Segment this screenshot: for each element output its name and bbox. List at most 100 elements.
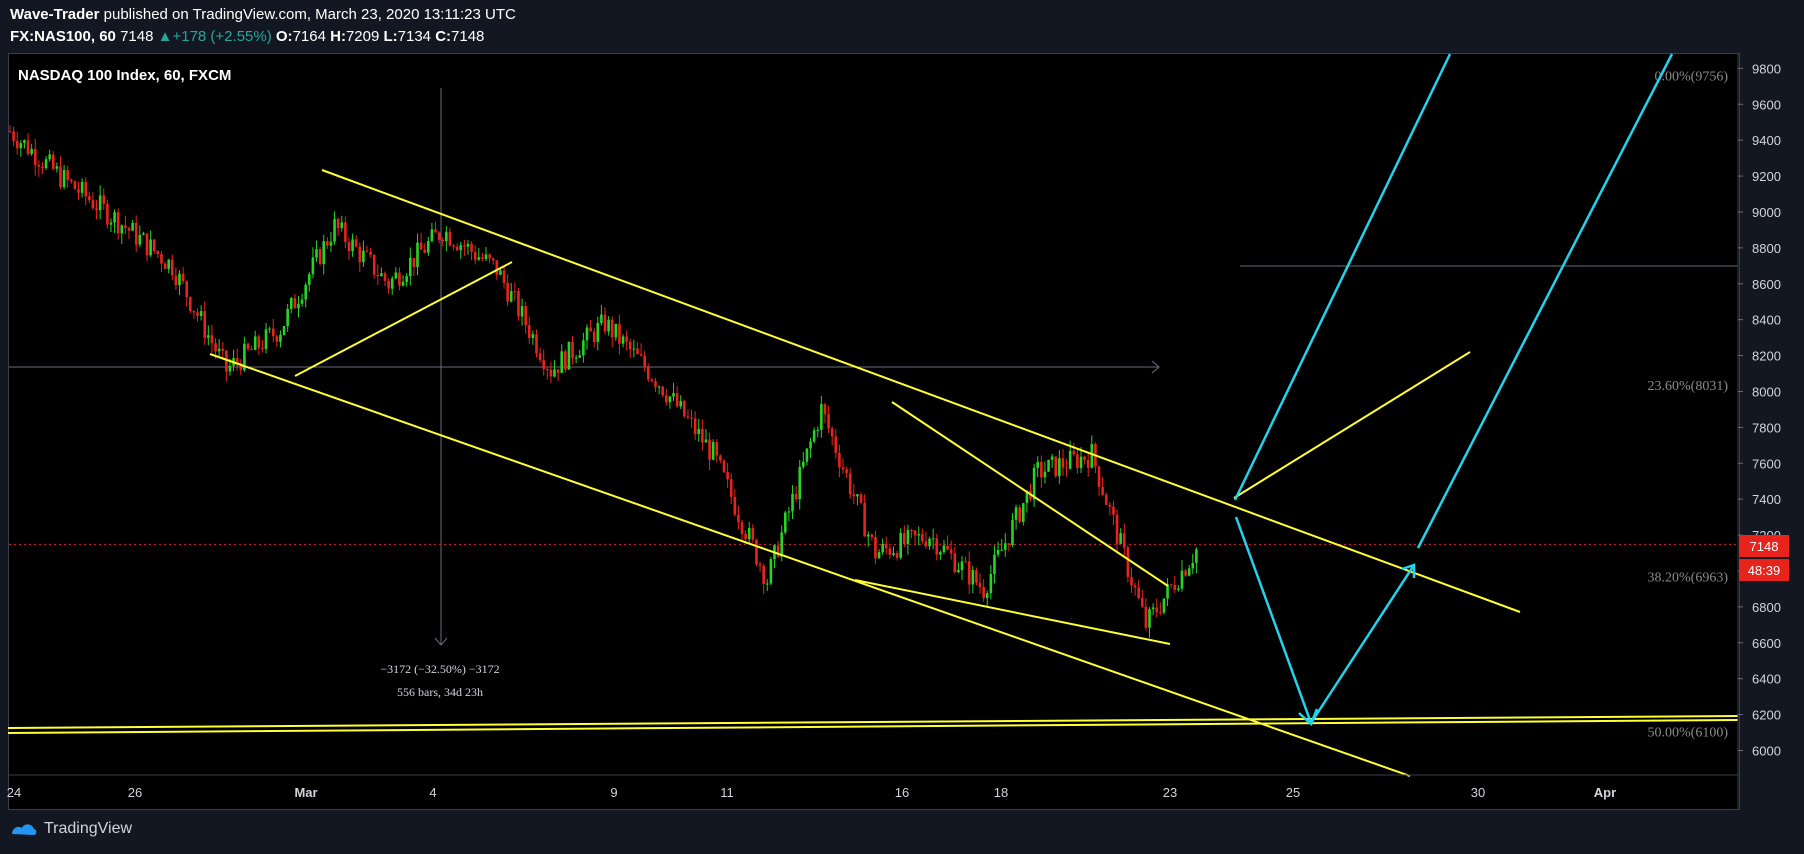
candle-body (852, 494, 856, 497)
candle-body (668, 396, 672, 403)
candle-body (791, 493, 794, 512)
candle-body (654, 381, 657, 387)
countdown-badge (1739, 559, 1789, 581)
x-tick-label: 30 (1471, 785, 1485, 800)
candle-body (1122, 533, 1126, 548)
candle-body (405, 276, 408, 282)
candle-body (189, 297, 192, 311)
candle-body (564, 351, 567, 370)
candle-body (1025, 490, 1029, 504)
candle-body (311, 257, 315, 275)
candle-body (448, 231, 452, 246)
candle-body (931, 538, 935, 540)
candle-body (675, 393, 679, 407)
candle-body (614, 323, 618, 338)
candle-body (1061, 458, 1065, 468)
author-name[interactable]: Wave-Trader (10, 6, 100, 23)
candle-body (704, 439, 708, 443)
candlestick-series (8, 125, 1198, 638)
candle-body (574, 357, 578, 359)
candle-body (939, 552, 942, 555)
candle-body (170, 259, 174, 276)
candle-body (95, 208, 98, 211)
candle-body (217, 348, 221, 352)
candle-body (1133, 585, 1137, 588)
candle-body (921, 534, 924, 542)
candle-body (996, 550, 1000, 555)
candle-body (300, 299, 304, 304)
x-tick-label: 4 (429, 785, 436, 800)
candle-body (1000, 549, 1003, 551)
candle-body (329, 241, 333, 246)
candle-body (192, 310, 196, 313)
candle-body (877, 552, 881, 559)
projection-line (1233, 53, 1452, 501)
candle-body (809, 441, 812, 449)
candle-body (362, 250, 365, 263)
ohlc-legend: FX:NAS100, 60 7148 ▲+178 (+2.55%) O:7164… (10, 28, 484, 45)
candle-body (55, 166, 59, 169)
candle-body (84, 181, 88, 197)
up-arrow-icon: ▲ (157, 28, 173, 45)
candle-body (131, 222, 134, 231)
candle-body (502, 270, 506, 283)
candle-body (1119, 533, 1122, 544)
candle-body (279, 334, 282, 342)
candle-body (225, 350, 228, 372)
candle-body (683, 400, 686, 417)
fib-level-label: 23.60%(8031) (1648, 379, 1729, 394)
candle-body (293, 298, 297, 309)
candle-body (26, 140, 30, 154)
candle-body (967, 561, 971, 585)
candle-body (899, 533, 902, 558)
countdown-badge-text: 48:39 (1748, 563, 1781, 578)
candle-body (592, 331, 596, 342)
candle-body (51, 154, 55, 169)
candle-body (308, 274, 311, 285)
candle-body (509, 291, 513, 302)
change-value: +178 (+2.55%) (172, 28, 272, 45)
candle-body (578, 355, 582, 358)
candle-body (106, 203, 109, 225)
candle-body (895, 553, 899, 558)
candle-body (445, 231, 448, 242)
candle-body (477, 257, 481, 260)
candle-body (913, 530, 917, 536)
candle-body (239, 363, 243, 371)
candle-body (733, 496, 737, 515)
last-price-badge (1739, 535, 1789, 557)
candle-body (701, 428, 704, 443)
y-tick-label: 6600 (1752, 636, 1781, 651)
candle-body (661, 386, 664, 396)
candle-body (985, 593, 989, 598)
x-tick-label: 26 (128, 785, 142, 800)
candle-body (610, 319, 614, 338)
candle-body (1184, 570, 1187, 576)
candle-body (181, 273, 185, 282)
candle-body (109, 222, 113, 225)
candle-body (845, 469, 848, 474)
candle-body (1166, 584, 1169, 599)
candle-body (174, 275, 178, 286)
candle-body (437, 232, 441, 240)
chart-frame[interactable] (8, 53, 1740, 810)
candle-body (1115, 514, 1119, 544)
candle-body (881, 543, 884, 553)
candle-body (942, 545, 946, 553)
footer-brand[interactable]: TradingView (44, 820, 133, 837)
candle-body (1086, 460, 1090, 468)
candle-body (863, 502, 866, 537)
trendline (1233, 351, 1471, 499)
candle-body (903, 533, 906, 545)
candle-body (823, 404, 827, 415)
candle-body (978, 582, 982, 588)
candle-body (333, 219, 336, 242)
candle-body (524, 306, 527, 326)
candle-body (481, 257, 484, 259)
candle-body (347, 241, 351, 252)
candle-body (636, 348, 639, 355)
candle-body (466, 244, 470, 247)
candle-body (776, 545, 780, 557)
candle-body (722, 460, 726, 472)
